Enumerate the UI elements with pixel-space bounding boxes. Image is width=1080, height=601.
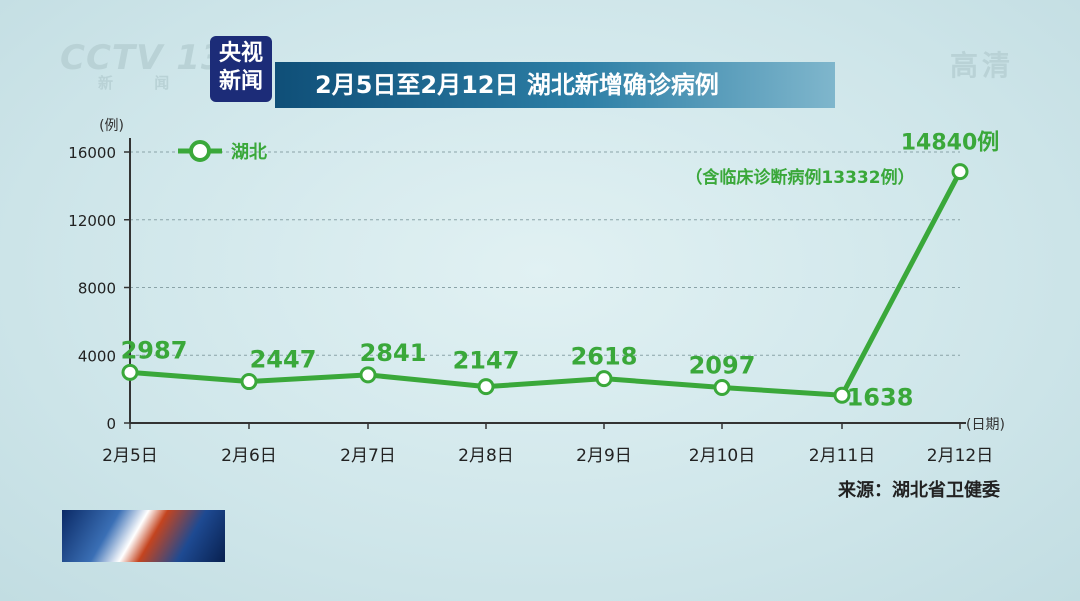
- data-point: [713, 378, 731, 396]
- x-tick-label: 2月6日: [221, 446, 277, 466]
- gridlines: [124, 151, 960, 424]
- source-note: 来源：湖北省卫健委: [838, 480, 1000, 501]
- series-line-hubei: [129, 170, 963, 398]
- series-group: [121, 163, 969, 404]
- news-badge: 央视 新闻: [210, 36, 272, 102]
- cctv-logo: CCTV 13 新 闻: [60, 38, 226, 93]
- data-point: [121, 363, 139, 381]
- data-point: [359, 366, 377, 384]
- thumbnail-image: [62, 510, 225, 562]
- data-label: 1638: [847, 383, 914, 411]
- legend: 湖北: [178, 140, 267, 163]
- x-tick-label: 2月10日: [689, 446, 755, 466]
- data-label: 14840例: [901, 131, 1000, 156]
- data-point: [240, 373, 258, 391]
- data-label: 2987: [121, 336, 188, 364]
- data-point: [951, 163, 969, 181]
- x-tick-label: 2月8日: [458, 446, 514, 466]
- legend-marker: [189, 140, 211, 162]
- y-tick-labels: 0 4000 8000 12000 16000: [68, 144, 116, 433]
- cctv-logo-text: CCTV 13: [60, 38, 226, 78]
- annotation-label: （含临床诊断病例13332例）: [685, 167, 914, 188]
- data-point: [833, 386, 851, 404]
- data-label: 2147: [453, 347, 520, 375]
- x-tick-label: 2月11日: [809, 446, 875, 466]
- data-point: [595, 370, 613, 388]
- cctv-logo-subtext: 新 闻: [98, 74, 188, 92]
- y-tick-label: 4000: [78, 347, 116, 365]
- data-label: 2841: [360, 339, 427, 367]
- y-tick-label: 12000: [68, 212, 116, 230]
- data-point: [477, 378, 495, 396]
- y-axis-label: (例): [99, 118, 124, 134]
- x-tick-label: 2月5日: [102, 446, 158, 466]
- x-tick-label: 2月12日: [927, 446, 993, 466]
- data-labels: 2987 2447 2841 2147 2618 2097 1638 14840例 （含临床诊断…: [121, 131, 1000, 412]
- x-axis-label: (日期): [966, 417, 1005, 433]
- news-badge-line2: 新闻: [218, 69, 263, 94]
- x-tick-label: 2月7日: [340, 446, 396, 466]
- data-label: 2097: [689, 351, 756, 379]
- y-tick-label: 16000: [68, 144, 116, 162]
- x-tick-label: 2月9日: [576, 446, 632, 466]
- x-tick-labels: 2月5日 2月6日 2月7日 2月8日 2月9日 2月10日 2月11日 2月12日: [102, 423, 993, 466]
- hd-label: 高清: [950, 49, 1015, 82]
- y-tick-label: 8000: [78, 280, 116, 298]
- news-badge-line1: 央视: [218, 41, 263, 66]
- data-label: 2618: [571, 343, 638, 371]
- y-tick-label: 0: [106, 415, 116, 433]
- data-label: 2447: [250, 346, 317, 374]
- chart-title: 2月5日至2月12日 湖北新增确诊病例: [275, 62, 835, 108]
- legend-label: 湖北: [231, 142, 267, 163]
